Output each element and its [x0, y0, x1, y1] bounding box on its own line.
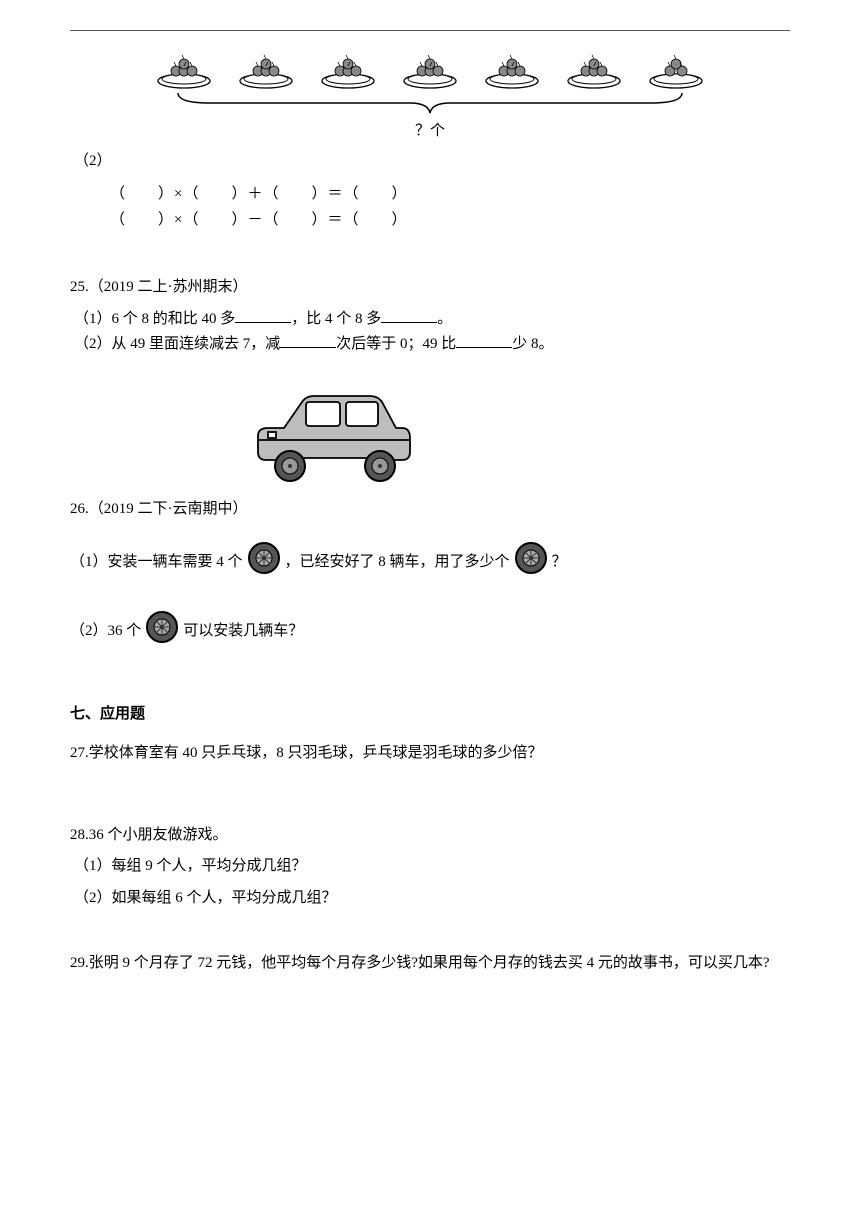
q24-eq2: （ ）×（ ）－（ ）＝（ ） [110, 208, 790, 234]
q26-p1b: ，已经安好了 8 辆车，用了多少个 [285, 550, 510, 576]
q25-p2a: （2）从 49 里面连续减去 7，减 [74, 336, 280, 352]
q25-p1b: ，比 4 个 8 多 [291, 311, 381, 327]
q25-p2c: 少 8。 [512, 336, 553, 352]
q26-part1: （1）安装一辆车需要 4 个 ，已经安好了 8 辆车，用了多少个 ？ [70, 541, 790, 585]
plate-icon [401, 53, 459, 89]
q26-p2a: （2）36 个 [70, 619, 141, 645]
blank-field[interactable] [235, 308, 291, 323]
plate-icon [565, 53, 623, 89]
page-top-rule [70, 30, 790, 31]
brace-label: ？个 [70, 119, 790, 145]
plate-icon [483, 53, 541, 89]
q25-p2b: 次后等于 0；49 比 [336, 336, 456, 352]
q24-figure: ？个 [70, 53, 790, 145]
plate-icon [647, 53, 705, 89]
wheel-icon [247, 541, 281, 585]
wheel-icon [514, 541, 548, 585]
q24-eq1: （ ）×（ ）＋（ ）＝（ ） [110, 182, 790, 208]
blank-field[interactable] [381, 308, 437, 323]
blank-field[interactable] [456, 333, 512, 348]
car-icon [240, 388, 790, 498]
q25-p1c: 。 [437, 311, 452, 327]
q28-p1: （1）每组 9 个人，平均分成几组？ [74, 854, 790, 880]
brace-icon [170, 91, 690, 121]
q27: 27.学校体育室有 40 只乒乓球，8 只羽毛球，乒乓球是羽毛球的多少倍？ [70, 741, 790, 767]
wheel-icon [145, 610, 179, 654]
q28: 28.36 个小朋友做游戏。 （1）每组 9 个人，平均分成几组？ （2）如果每… [70, 823, 790, 912]
plate-icon [155, 53, 213, 89]
plate-icon [237, 53, 295, 89]
q26-p1c: ？ [552, 550, 567, 576]
q25-part2: （2）从 49 里面连续减去 7，减 次后等于 0；49 比 少 8。 [74, 332, 790, 358]
q29: 29.张明 9 个月存了 72 元钱，他平均每个月存多少钱?如果用每个月存的钱去… [70, 951, 790, 977]
q25-part1: （1）6 个 8 的和比 40 多 ，比 4 个 8 多 。 [74, 307, 790, 333]
blank-field[interactable] [280, 333, 336, 348]
q26-p1a: （1）安装一辆车需要 4 个 [70, 550, 243, 576]
q26-head: 26.（2019 二下·云南期中） [70, 497, 790, 523]
q28-head: 28.36 个小朋友做游戏。 [70, 823, 790, 849]
plate-icon [319, 53, 377, 89]
q24-sub-label: （2） [74, 149, 790, 175]
q25-head: 25.（2019 二上·苏州期末） [70, 275, 790, 301]
q28-p2: （2）如果每组 6 个人，平均分成几组？ [74, 886, 790, 912]
q25-p1a: （1）6 个 8 的和比 40 多 [74, 311, 235, 327]
q26-part2: （2）36 个 可以安装几辆车？ [70, 610, 790, 654]
q26-p2b: 可以安装几辆车？ [183, 619, 303, 645]
q25: 25.（2019 二上·苏州期末） （1）6 个 8 的和比 40 多 ，比 4 … [70, 275, 790, 358]
section-title: 七、应用题 [70, 702, 790, 728]
plate-row [70, 53, 790, 89]
